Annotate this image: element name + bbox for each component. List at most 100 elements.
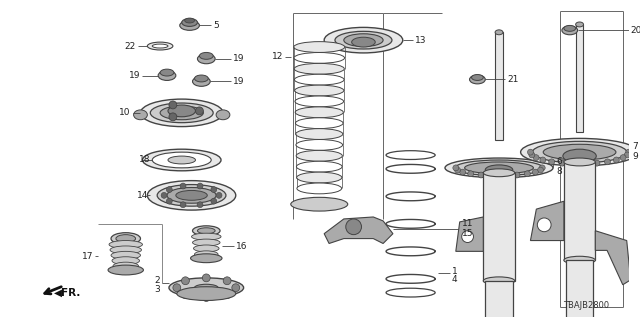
Polygon shape (531, 201, 564, 241)
Circle shape (460, 169, 466, 175)
Ellipse shape (295, 107, 343, 118)
Ellipse shape (152, 44, 168, 48)
Bar (566, 260, 593, 320)
Circle shape (182, 291, 189, 299)
Ellipse shape (193, 239, 220, 246)
Circle shape (514, 172, 520, 178)
Ellipse shape (465, 162, 533, 174)
Ellipse shape (134, 110, 147, 120)
Ellipse shape (297, 183, 342, 194)
Text: 15: 15 (461, 229, 473, 238)
Text: TBAJB2800: TBAJB2800 (563, 301, 609, 310)
Ellipse shape (445, 158, 553, 178)
Text: 19: 19 (129, 71, 140, 80)
Text: 9: 9 (632, 152, 638, 161)
Circle shape (197, 183, 203, 189)
Ellipse shape (297, 172, 342, 183)
Bar (575, 24, 584, 132)
Text: 4: 4 (452, 275, 458, 284)
Circle shape (195, 107, 204, 115)
Ellipse shape (296, 118, 343, 129)
Ellipse shape (195, 75, 208, 82)
Ellipse shape (294, 74, 344, 85)
Ellipse shape (193, 245, 219, 252)
Text: 20: 20 (630, 26, 640, 35)
Bar (564, 162, 595, 260)
Circle shape (582, 161, 588, 167)
Text: 13: 13 (415, 36, 426, 45)
Ellipse shape (295, 96, 344, 107)
Ellipse shape (195, 284, 218, 291)
Ellipse shape (216, 110, 230, 120)
Ellipse shape (143, 149, 221, 171)
Text: 7: 7 (632, 142, 638, 151)
Bar (485, 281, 513, 320)
Circle shape (490, 173, 496, 179)
Ellipse shape (294, 85, 344, 96)
Circle shape (594, 160, 600, 166)
Ellipse shape (168, 156, 195, 164)
Text: 22: 22 (124, 42, 136, 51)
Text: 12: 12 (271, 52, 283, 61)
Ellipse shape (180, 20, 200, 30)
Circle shape (613, 157, 620, 163)
Polygon shape (324, 217, 393, 244)
Ellipse shape (113, 262, 138, 270)
Circle shape (197, 202, 203, 208)
Ellipse shape (158, 71, 176, 80)
Ellipse shape (344, 34, 383, 46)
Ellipse shape (472, 75, 483, 80)
Circle shape (161, 192, 167, 198)
Ellipse shape (111, 233, 140, 244)
Ellipse shape (296, 161, 342, 172)
Ellipse shape (291, 197, 348, 211)
Ellipse shape (191, 254, 222, 263)
Circle shape (538, 218, 551, 232)
Text: 11: 11 (461, 219, 473, 228)
Ellipse shape (543, 144, 616, 160)
Text: 17: 17 (82, 252, 93, 261)
Ellipse shape (108, 265, 143, 275)
Circle shape (173, 284, 180, 292)
Ellipse shape (193, 76, 210, 86)
Ellipse shape (168, 105, 195, 117)
Ellipse shape (191, 233, 221, 240)
Ellipse shape (169, 278, 244, 298)
Circle shape (211, 198, 217, 204)
Circle shape (223, 291, 231, 299)
Ellipse shape (167, 188, 216, 203)
Ellipse shape (109, 241, 143, 248)
Circle shape (232, 284, 240, 292)
Ellipse shape (176, 190, 207, 200)
Ellipse shape (296, 129, 343, 140)
Circle shape (605, 159, 611, 165)
Circle shape (529, 152, 535, 158)
Ellipse shape (296, 140, 342, 150)
Circle shape (620, 155, 626, 161)
Ellipse shape (296, 150, 342, 161)
Ellipse shape (294, 63, 344, 74)
Ellipse shape (532, 141, 627, 163)
Ellipse shape (160, 69, 174, 76)
Ellipse shape (116, 235, 136, 243)
Text: 6: 6 (556, 157, 562, 166)
Ellipse shape (152, 152, 211, 168)
Circle shape (559, 160, 565, 166)
Circle shape (533, 155, 539, 161)
Text: 18: 18 (139, 156, 150, 164)
Circle shape (527, 149, 533, 155)
Ellipse shape (160, 106, 204, 120)
Circle shape (461, 231, 474, 243)
Ellipse shape (195, 251, 218, 258)
Circle shape (478, 172, 484, 178)
Text: 3: 3 (154, 285, 160, 294)
Ellipse shape (294, 52, 344, 63)
Circle shape (538, 167, 543, 173)
Circle shape (169, 101, 177, 109)
Circle shape (548, 159, 555, 165)
Ellipse shape (200, 52, 213, 59)
Ellipse shape (193, 226, 220, 236)
Circle shape (202, 293, 210, 301)
Text: 19: 19 (233, 54, 244, 63)
Circle shape (223, 277, 231, 285)
